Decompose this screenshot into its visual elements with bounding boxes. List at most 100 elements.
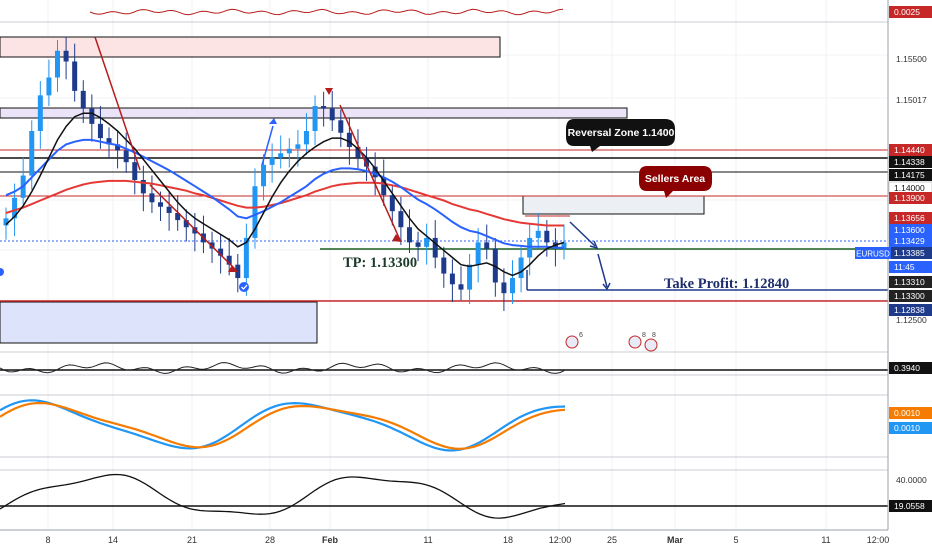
price-tag-label: 11:45 xyxy=(894,262,915,272)
time-axis-label: 14 xyxy=(108,535,118,545)
price-tag-bg xyxy=(889,212,932,224)
price-tag-bg xyxy=(889,407,932,419)
price-tag: 1.13429 xyxy=(889,235,932,247)
candle-body xyxy=(97,123,103,139)
trend-down-line xyxy=(339,104,401,241)
candle-body xyxy=(329,108,335,121)
candle-body xyxy=(235,264,241,279)
arrow-head xyxy=(602,282,611,291)
flag-icon xyxy=(644,338,658,352)
down-marker-icon xyxy=(325,88,333,95)
arrow-head xyxy=(228,265,238,272)
candle-body xyxy=(406,227,412,243)
reversal-zone-callout[interactable]: Reversal Zone 1.1400 xyxy=(566,119,675,152)
candle-body xyxy=(55,50,61,78)
price-tag-bg xyxy=(889,156,932,168)
candle-body xyxy=(140,180,146,194)
time-axis-label: 5 xyxy=(733,535,738,545)
price-tag-bg xyxy=(889,6,932,18)
time-axis-label: 28 xyxy=(265,535,275,545)
candle-body xyxy=(46,77,52,96)
time-axis-label: 21 xyxy=(187,535,197,545)
candle-body xyxy=(12,197,18,219)
projection-arrow xyxy=(569,221,596,247)
candle-body xyxy=(424,237,430,247)
time-axis-label: Mar xyxy=(667,535,684,545)
candle-body xyxy=(106,138,112,145)
reversal-zone-label: Reversal Zone 1.1400 xyxy=(568,127,675,139)
price-tag-label: 0.0025 xyxy=(894,7,920,17)
price-tag-label: 1.14440 xyxy=(894,145,925,155)
price-tag: 0.0010 xyxy=(889,407,932,419)
candle-body xyxy=(226,255,232,265)
sellers-area-callout[interactable]: Sellers Area xyxy=(639,166,712,198)
price-tag-label: 1.13429 xyxy=(894,236,925,246)
candle-body xyxy=(467,264,473,290)
candle-body xyxy=(449,273,455,285)
price-tag-label: 1.13385 xyxy=(894,248,925,258)
symbol-tag: EURUSD xyxy=(855,247,891,259)
time-axis-label: 12:00 xyxy=(867,535,890,545)
candle-body xyxy=(269,157,275,165)
candle-body xyxy=(381,177,387,196)
price-tag: 1.13300 xyxy=(889,290,932,302)
price-tag-label: 1.13600 xyxy=(894,225,925,235)
candle-body xyxy=(252,186,258,238)
candle-body xyxy=(132,162,138,180)
price-tag-label: 0.3940 xyxy=(894,363,920,373)
price-tag: 0.0025 xyxy=(889,6,932,18)
candle-body xyxy=(286,148,292,154)
candle-body xyxy=(63,50,69,62)
price-tag-bg xyxy=(889,192,932,204)
stoch-line xyxy=(0,362,565,375)
candle-body xyxy=(389,195,395,212)
time-axis-label: 11 xyxy=(821,535,830,545)
candle-body xyxy=(544,230,550,243)
sma-black-line xyxy=(5,112,565,277)
moving-averages xyxy=(5,112,565,277)
axis-tick-label: 1.12500 xyxy=(896,315,927,325)
price-tag-bg xyxy=(889,261,932,273)
candle-body xyxy=(441,257,447,274)
check-mark xyxy=(241,284,248,290)
candle-body xyxy=(509,278,515,294)
trend-down-line xyxy=(94,36,141,171)
candle-body xyxy=(321,106,327,109)
price-tag-label: 19.0558 xyxy=(894,501,925,511)
macd-histogram-line xyxy=(89,8,564,16)
candle-body xyxy=(338,120,344,133)
candle-body xyxy=(346,132,352,148)
time-axis-label: 12:00 xyxy=(549,535,572,545)
sellers-zone xyxy=(522,195,705,215)
macd-main-line xyxy=(0,401,566,450)
price-tag-bg xyxy=(889,169,932,181)
candle-body xyxy=(312,106,318,131)
candle-body xyxy=(261,164,267,187)
price-tag-bg xyxy=(889,144,932,156)
candle-body xyxy=(89,108,95,124)
price-tag-bg xyxy=(889,304,932,316)
time-axis-label: Feb xyxy=(322,535,339,545)
candle-body xyxy=(372,166,378,178)
candle-body xyxy=(295,144,301,149)
axis-background xyxy=(888,0,932,550)
candle-body xyxy=(398,211,404,228)
axis-tick-label: 40.0000 xyxy=(896,475,927,485)
candle-body xyxy=(149,193,155,203)
candle-body xyxy=(80,90,86,109)
event-badges: 6 8 8 xyxy=(565,332,658,352)
candle-body xyxy=(518,257,524,279)
price-tag: 0.3940 xyxy=(889,362,932,374)
event-badge-count: 8 xyxy=(642,332,646,339)
axis-tick-label: 1.15500 xyxy=(896,54,927,64)
candle-body xyxy=(501,282,507,294)
price-tag-bg xyxy=(889,362,932,374)
candle-body xyxy=(458,284,464,290)
arrow-head xyxy=(392,234,402,242)
trend-drawings xyxy=(0,36,611,292)
zones xyxy=(0,36,705,344)
price-tag-bg xyxy=(889,224,932,236)
candle-body xyxy=(484,242,490,249)
candle-body xyxy=(492,248,498,283)
